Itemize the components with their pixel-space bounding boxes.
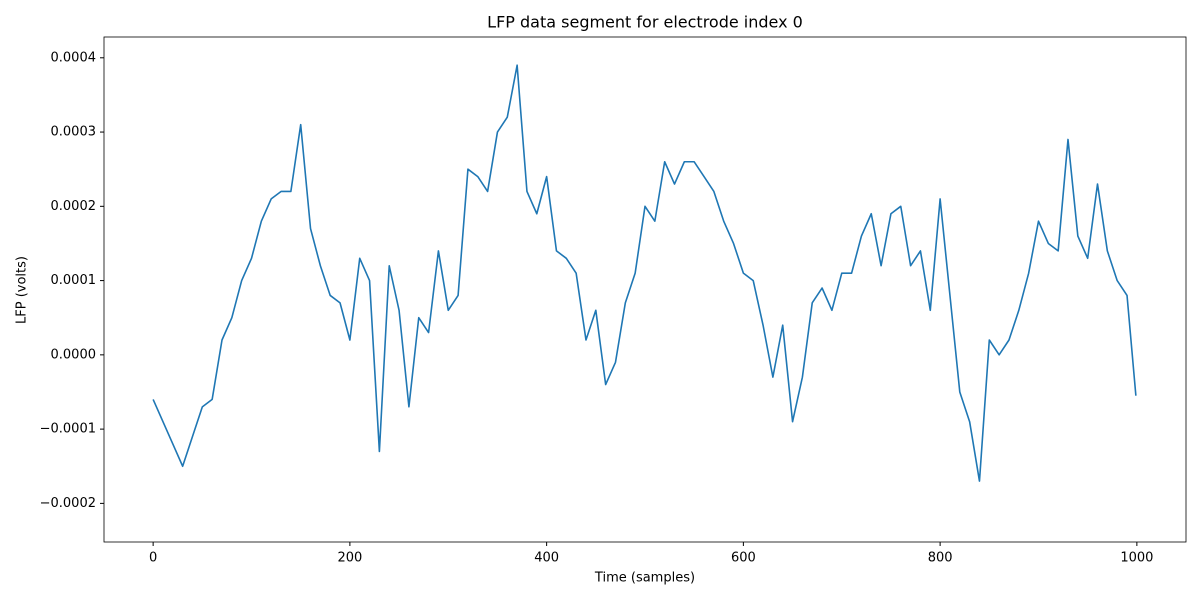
y-tick-label: 0.0004 xyxy=(51,50,97,65)
x-tick-label: 1000 xyxy=(1120,551,1153,566)
x-tick-label: 200 xyxy=(337,551,362,566)
y-tick-label: 0.0000 xyxy=(51,347,97,362)
x-tick-label: 0 xyxy=(149,551,157,566)
y-tick-label: −0.0002 xyxy=(40,496,96,511)
y-axis-label: LFP (volts) xyxy=(15,256,30,324)
plot-frame xyxy=(103,36,1187,543)
chart-title: LFP data segment for electrode index 0 xyxy=(487,13,803,32)
x-axis-label: Time (samples) xyxy=(594,571,695,586)
data-line xyxy=(152,64,1137,482)
y-tick-label: 0.0003 xyxy=(51,125,97,140)
y-tick-label: 0.0001 xyxy=(51,273,97,288)
x-tick-label: 800 xyxy=(928,551,953,566)
y-tick-label: −0.0001 xyxy=(40,422,96,437)
y-tick-label: 0.0002 xyxy=(51,199,97,214)
x-tick-label: 400 xyxy=(534,551,559,566)
x-tick-label: 600 xyxy=(731,551,756,566)
